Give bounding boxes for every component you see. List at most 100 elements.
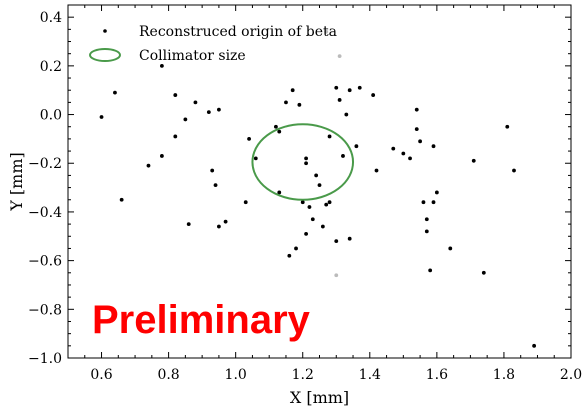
data-point	[371, 93, 376, 97]
data-point	[300, 200, 305, 205]
data-point	[99, 115, 104, 119]
y-tick-label: −0.2	[28, 156, 62, 172]
data-point	[247, 136, 251, 141]
x-tick-label: 1.8	[493, 367, 515, 383]
data-point	[424, 229, 429, 234]
axis-ticks	[68, 5, 572, 359]
data-point	[159, 63, 164, 68]
y-tick-label: −0.8	[28, 302, 62, 318]
x-tick-label: 1.6	[426, 367, 448, 383]
preliminary-watermark: Preliminary	[92, 298, 311, 342]
data-point	[448, 246, 453, 251]
y-tick-label: −0.6	[28, 254, 62, 270]
x-tick-labels: 0.6 0.8 1.0 1.2 1.4 1.6 1.8 2.0	[90, 367, 582, 383]
x-axis-label: X [mm]	[290, 388, 349, 407]
data-point	[213, 183, 218, 188]
data-point	[317, 183, 322, 188]
data-point	[173, 134, 178, 139]
data-point	[428, 268, 433, 273]
data-point	[418, 139, 422, 144]
data-point	[334, 239, 339, 244]
data-point	[341, 154, 345, 158]
collimator-ellipse	[251, 123, 355, 201]
legend-label-reconstructed: Reconstruced origin of beta	[139, 24, 337, 40]
data-point	[183, 117, 188, 122]
data-point	[113, 90, 117, 95]
x-tick-label: 2.0	[560, 367, 582, 383]
data-point	[146, 163, 151, 168]
data-point	[421, 200, 426, 205]
data-point	[357, 85, 362, 90]
data-point	[337, 98, 342, 102]
data-point	[391, 146, 396, 151]
data-point	[119, 197, 124, 202]
legend: Reconstruced origin of beta Collimator s…	[89, 24, 337, 64]
data-points	[99, 29, 537, 348]
y-tick-label: −1.0	[28, 351, 62, 367]
legend-dot-marker	[103, 29, 107, 33]
data-point	[344, 112, 349, 117]
data-point	[314, 173, 319, 178]
data-point	[277, 190, 282, 195]
data-point	[304, 156, 308, 161]
data-point	[434, 190, 439, 195]
data-point	[320, 224, 325, 229]
y-tick-label: 0.4	[40, 10, 62, 26]
data-point	[210, 168, 215, 173]
data-point	[354, 144, 359, 149]
data-point	[327, 134, 332, 139]
data-point	[206, 110, 211, 115]
data-point	[481, 270, 486, 275]
data-point	[223, 219, 228, 224]
data-point	[334, 85, 339, 90]
x-tick-label: 1.4	[359, 367, 381, 383]
x-tick-label: 1.0	[225, 367, 247, 383]
data-point	[505, 124, 510, 129]
legend-label-collimator: Collimator size	[139, 48, 246, 64]
data-point	[243, 200, 248, 205]
data-point	[307, 205, 312, 209]
data-point	[217, 224, 221, 229]
data-point	[217, 107, 221, 112]
data-point	[159, 154, 164, 158]
data-point	[532, 343, 537, 348]
data-point	[173, 93, 178, 97]
data-point	[324, 202, 329, 207]
data-point	[186, 222, 191, 227]
data-point	[304, 231, 308, 236]
data-point	[277, 129, 282, 134]
data-point	[424, 217, 429, 222]
y-tick-label: 0.2	[40, 59, 62, 75]
data-point	[414, 127, 419, 132]
data-point	[347, 88, 352, 93]
x-tick-label: 0.8	[157, 367, 179, 383]
data-point	[253, 156, 258, 161]
data-point	[414, 107, 419, 112]
x-tick-label: 1.2	[292, 367, 314, 383]
x-tick-label: 0.6	[90, 367, 112, 383]
data-point	[431, 144, 436, 149]
y-tick-labels: 0.4 0.2 0.0 −0.2 −0.4 −0.6 −0.8 −1.0	[28, 10, 62, 367]
data-point	[310, 217, 315, 222]
data-point	[408, 156, 412, 161]
data-point	[471, 158, 476, 163]
data-point	[294, 246, 298, 251]
data-point	[374, 168, 379, 173]
data-point	[347, 236, 352, 241]
data-point	[193, 100, 198, 105]
data-point	[274, 124, 278, 129]
faint-data-point	[337, 54, 342, 59]
data-point	[431, 200, 436, 205]
data-point	[304, 161, 308, 166]
y-tick-label: 0.0	[40, 108, 62, 124]
data-point	[327, 200, 332, 205]
y-tick-label: −0.4	[28, 205, 62, 221]
data-point	[297, 102, 302, 107]
data-point	[290, 88, 295, 93]
legend-ellipse-marker	[89, 48, 121, 62]
faint-data-point	[324, 29, 329, 34]
data-point	[284, 100, 288, 105]
faint-data-point	[334, 273, 339, 278]
data-point	[401, 151, 406, 156]
